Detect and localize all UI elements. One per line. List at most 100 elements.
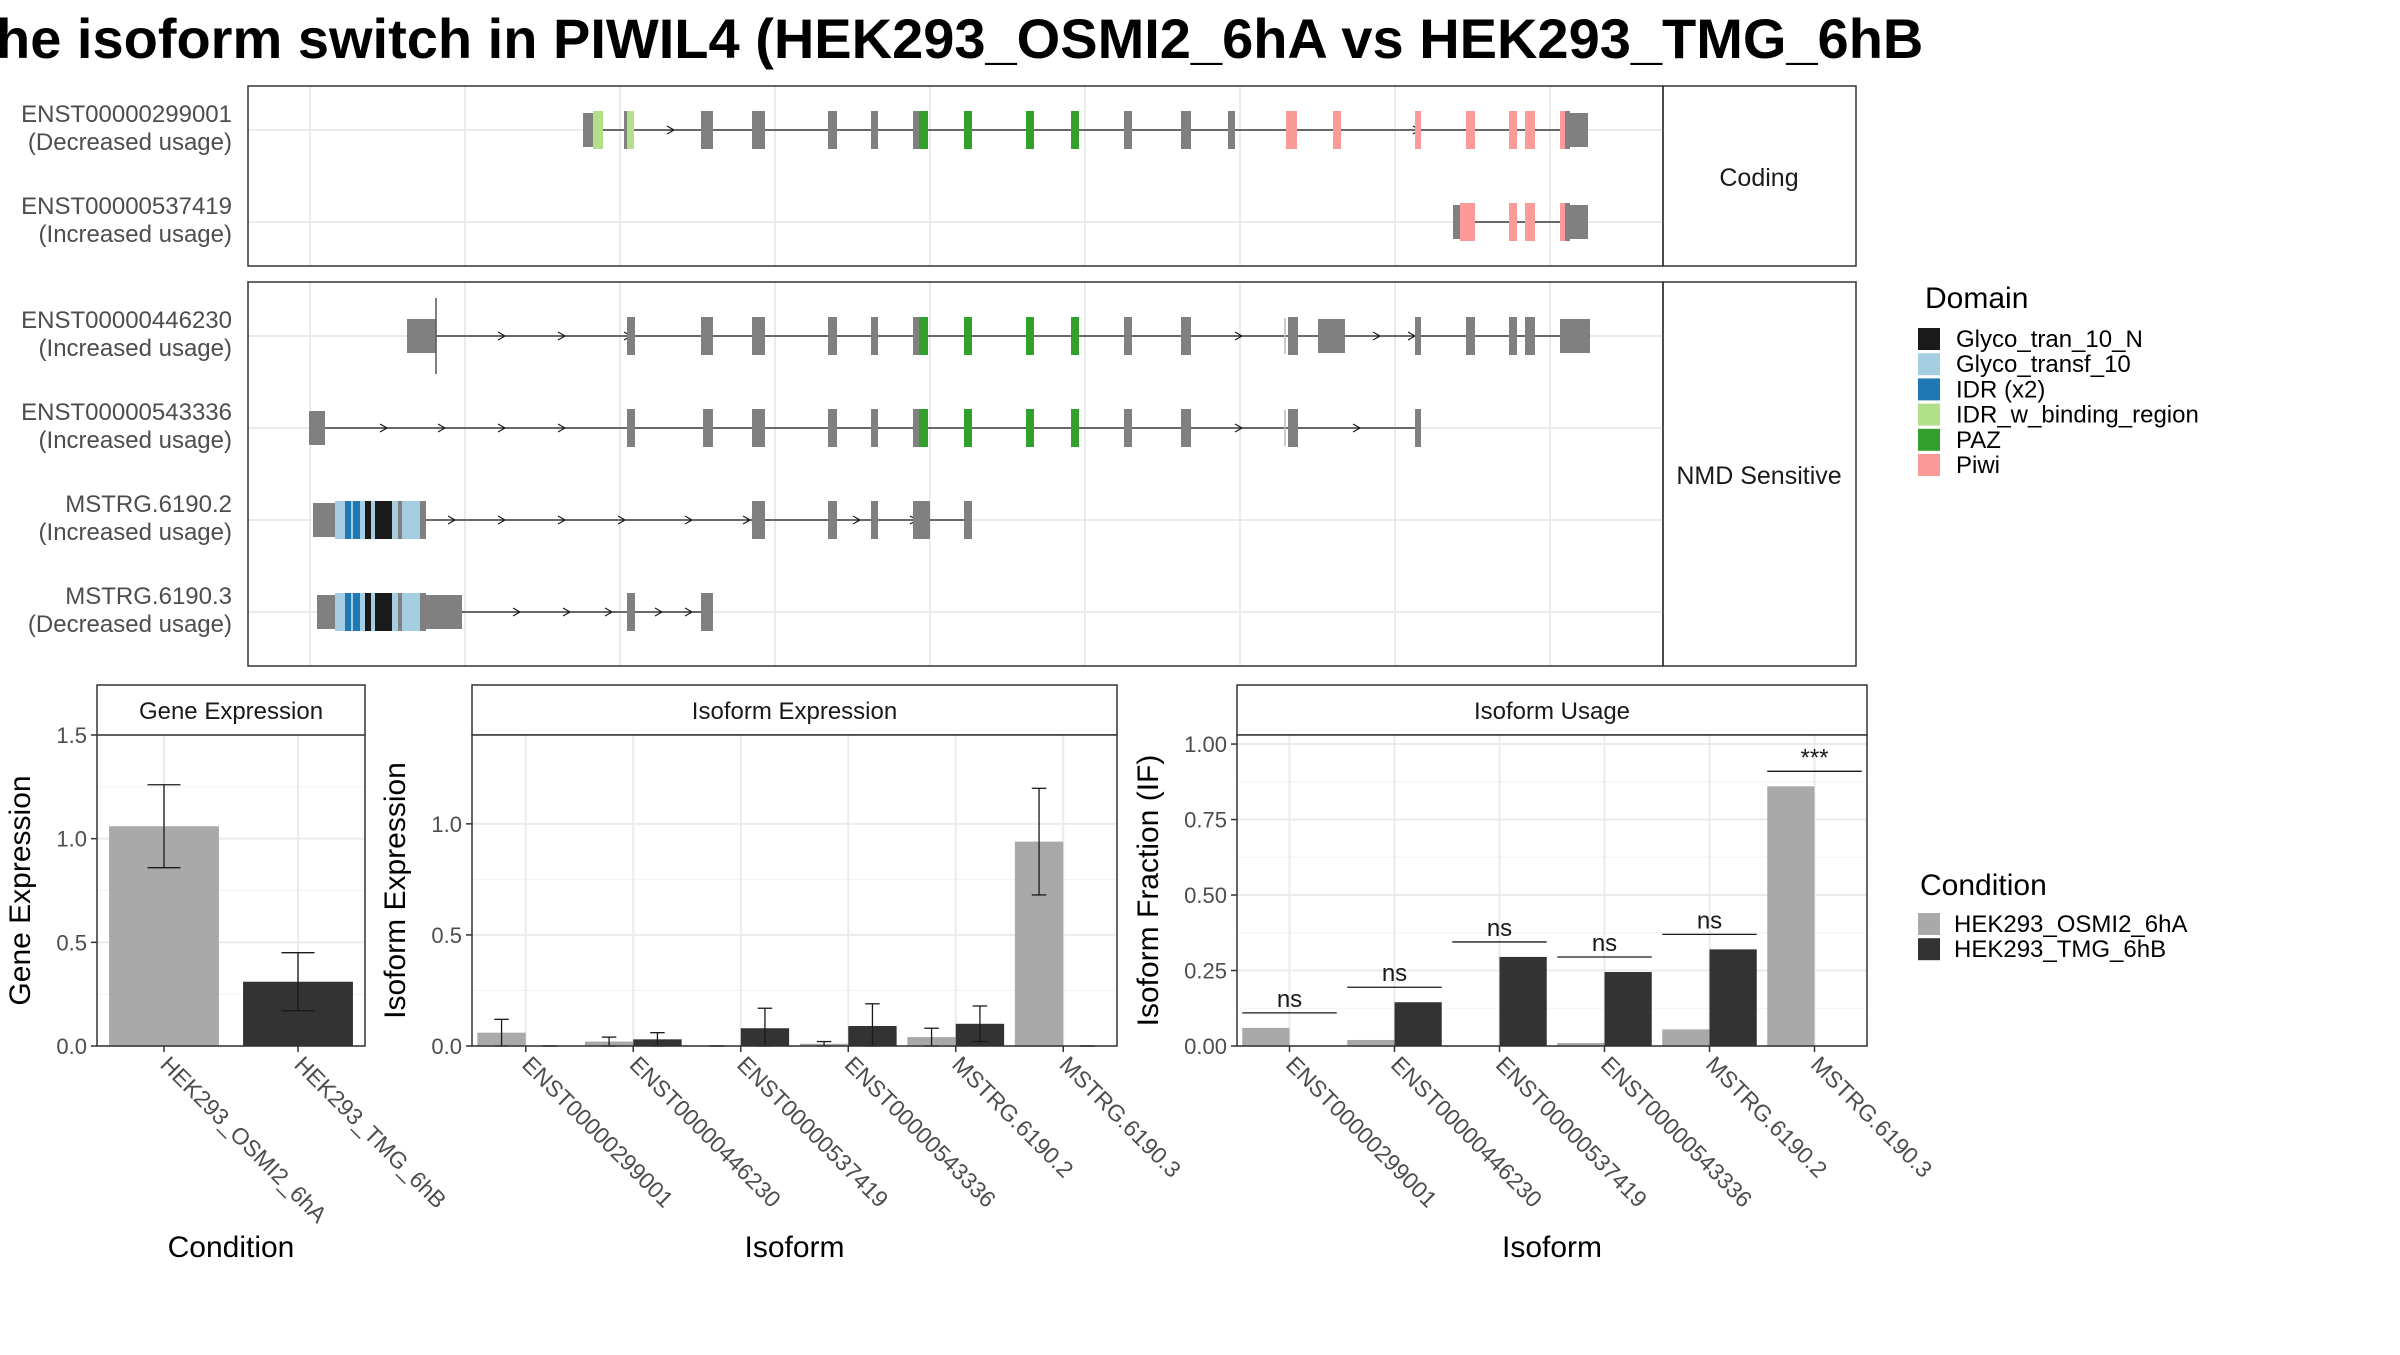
- intron-direction-arrow: [557, 423, 567, 433]
- isoform-label-id: ENST00000543336: [21, 399, 232, 426]
- x-axis-title: Isoform: [1502, 1231, 1602, 1264]
- exon-block: [871, 111, 878, 149]
- intron-direction-arrow: [512, 607, 522, 617]
- exon-block: [420, 501, 426, 539]
- intron-direction-arrow: [497, 423, 507, 433]
- exon-block: [703, 409, 706, 447]
- isoform-label-usage: (Increased usage): [39, 335, 232, 362]
- condition-legend-swatch: [1918, 913, 1940, 935]
- domain-legend-swatch: [1918, 403, 1940, 426]
- exon-block: [309, 411, 325, 445]
- intron-direction-arrow: [379, 423, 389, 433]
- bar: [1604, 972, 1652, 1046]
- intron-direction-arrow: [1352, 423, 1362, 433]
- exon-block: [871, 409, 878, 447]
- exon-block: [828, 111, 837, 149]
- exon-block: [1026, 409, 1034, 447]
- exon-block: [1228, 111, 1235, 149]
- exon-block: [317, 595, 337, 629]
- isoform-label-id: MSTRG.6190.2: [65, 491, 232, 518]
- chart-title: Gene Expression: [139, 698, 323, 725]
- exon-block: [1509, 317, 1517, 355]
- x-tick-label: HEK293_TMG_6hB: [289, 1051, 451, 1213]
- exon-block: [706, 409, 713, 447]
- bar: [1557, 1042, 1605, 1046]
- condition-legend-swatch: [1918, 938, 1940, 961]
- domain-legend-label: PAZ: [1956, 427, 2001, 454]
- significance-label: ns: [1592, 930, 1617, 957]
- isoform-label-id: MSTRG.6190.3: [65, 583, 232, 610]
- exon-block: [701, 111, 713, 149]
- y-tick-label: 0.50: [1184, 883, 1227, 908]
- y-axis-title: Isoform Fraction (IF): [1132, 755, 1165, 1027]
- exon-block: [365, 501, 371, 539]
- exon-block: [1565, 203, 1570, 241]
- exon-block: [1286, 111, 1297, 149]
- exon-block: [1509, 111, 1517, 149]
- exon-block: [913, 317, 924, 355]
- x-axis-title: Isoform: [744, 1231, 844, 1264]
- intron-direction-arrow: [437, 423, 447, 433]
- bar: [1242, 1027, 1290, 1046]
- exon-block: [420, 593, 426, 631]
- exon-block: [398, 501, 402, 539]
- exon-block: [1415, 317, 1421, 355]
- domain-legend: Domain Glyco_tran_10_NGlyco_transf_10IDR…: [1918, 282, 2199, 479]
- exon-block: [964, 501, 972, 539]
- y-axis-title: Gene Expression: [4, 775, 37, 1005]
- condition-legend-label: HEK293_OSMI2_6hA: [1954, 911, 2187, 938]
- exon-block: [1288, 409, 1298, 447]
- exon-block: [593, 111, 603, 149]
- exon-block: [1124, 317, 1132, 355]
- intron-direction-arrow: [684, 515, 694, 525]
- exon-block: [828, 409, 837, 447]
- y-tick-label: 0.00: [1184, 1034, 1227, 1059]
- isoform-expression-chart: Isoform Expression0.00.51.0ENST000002990…: [379, 684, 1186, 1264]
- exon-block: [1071, 111, 1079, 149]
- isoform-label-usage: (Decreased usage): [28, 611, 232, 638]
- exon-block: [365, 593, 371, 631]
- intron-direction-arrow: [1234, 331, 1244, 341]
- exon-block: [919, 111, 928, 149]
- structure-strip: [1662, 281, 1857, 667]
- exon-block: [752, 501, 765, 539]
- structure-panel-border: [247, 281, 1664, 667]
- exon-block: [627, 111, 634, 149]
- exon-block: [1570, 113, 1588, 147]
- exon-block: [752, 409, 765, 447]
- x-axis-title: Condition: [168, 1231, 295, 1264]
- plot-border: [96, 734, 366, 1047]
- domain-legend-swatch: [1918, 353, 1940, 376]
- structure-panel-border: [247, 85, 1664, 267]
- chart-strip: [471, 684, 1118, 736]
- intron-direction-arrow: [1234, 423, 1244, 433]
- exon-block: [313, 503, 337, 537]
- y-tick-label: 0.5: [56, 930, 87, 955]
- exon-block: [1415, 409, 1421, 447]
- exon-block: [627, 593, 635, 631]
- y-tick-label: 0.75: [1184, 808, 1227, 833]
- bar: [1347, 1039, 1395, 1046]
- structure-panel-bg: [248, 86, 1663, 266]
- exon-block: [1071, 317, 1079, 355]
- intron-direction-arrow: [852, 515, 862, 525]
- plot-background: [472, 735, 1117, 1046]
- significance-label: ns: [1487, 915, 1512, 942]
- domain-legend-label: IDR (x2): [1956, 376, 2045, 403]
- condition-legend-label: HEK293_TMG_6hB: [1954, 936, 2166, 963]
- plot-border: [471, 734, 1118, 1047]
- intron-direction-arrow: [654, 607, 664, 617]
- exon-block: [1525, 203, 1535, 241]
- exon-block: [752, 317, 765, 355]
- exon-block: [1460, 203, 1475, 241]
- exon-block: [701, 593, 713, 631]
- exon-block: [964, 409, 972, 447]
- intron-direction-arrow: [497, 331, 507, 341]
- significance-label: ns: [1277, 986, 1302, 1013]
- y-tick-label: 1.0: [56, 827, 87, 852]
- chart-title: Isoform Usage: [1474, 698, 1630, 725]
- y-tick-label: 0.0: [431, 1034, 462, 1059]
- exon-block: [1333, 111, 1341, 149]
